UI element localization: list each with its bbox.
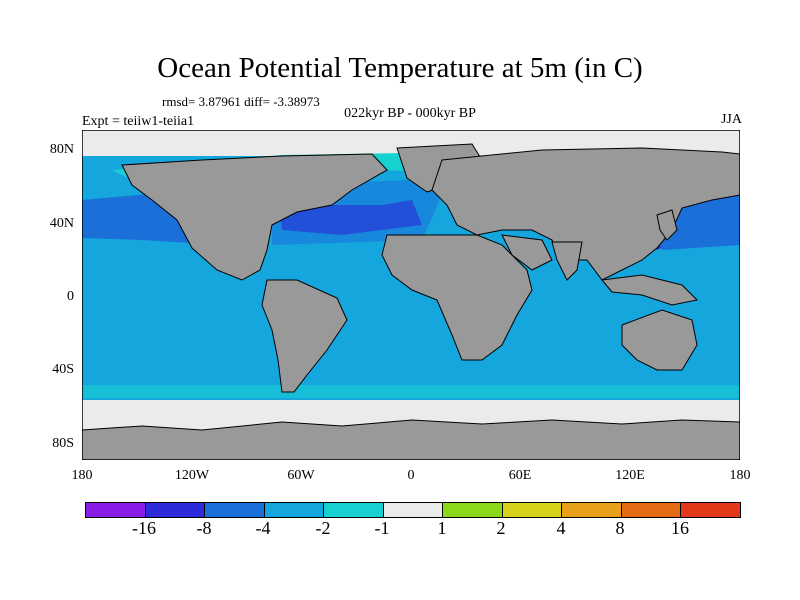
colorbar-label-8: 8 <box>615 518 625 538</box>
season-label: JJA <box>720 112 742 127</box>
lon-label-180w: 180 <box>71 468 93 483</box>
stats-text: rmsd= 3.87961 diff= -3.38973 <box>162 94 320 109</box>
colorbar-segment <box>324 503 384 517</box>
arabia-landmass <box>501 234 553 271</box>
experiment-label: Expt = teiiw1-teiia1 <box>82 114 195 129</box>
colorbar-segment <box>205 503 265 517</box>
chart-title: Ocean Potential Temperature at 5m (in C) <box>157 52 643 84</box>
colorbar-label-n16: -16 <box>132 518 156 538</box>
colorbar-segment <box>621 503 682 517</box>
colorbar <box>85 502 741 518</box>
colorbar-segment <box>443 503 503 517</box>
southern-ocean-light-anomaly <box>82 385 740 398</box>
lat-label-80s: 80S <box>52 436 74 451</box>
north-america-landmass <box>121 153 388 281</box>
period-label: 022kyr BP - 000kyr BP <box>344 106 476 121</box>
south-america-landmass <box>261 279 348 393</box>
colorbar-label-1: 1 <box>437 518 447 538</box>
colorbar-segment <box>383 503 444 517</box>
lon-label-120e: 120E <box>615 468 645 483</box>
colorbar-label-16: 16 <box>671 518 689 538</box>
colorbar-label-n1: -1 <box>374 518 390 538</box>
lon-label-60e: 60E <box>508 468 532 483</box>
lat-label-80n: 80N <box>49 142 74 157</box>
india-landmass <box>551 241 583 281</box>
maritime-continent <box>601 274 699 306</box>
lon-label-60w: 60W <box>287 468 315 483</box>
colorbar-label-2: 2 <box>496 518 506 538</box>
colorbar-label-n4: -4 <box>255 518 271 538</box>
colorbar-segment <box>145 503 206 517</box>
africa-landmass <box>381 234 533 361</box>
lon-label-0: 0 <box>407 468 415 483</box>
japan-landmass <box>656 209 678 241</box>
colorbar-segment <box>562 503 622 517</box>
world-map <box>82 130 740 460</box>
colorbar-label-4: 4 <box>556 518 566 538</box>
lat-label-40n: 40N <box>49 216 74 231</box>
lon-label-180e: 180 <box>729 468 751 483</box>
lat-label-40s: 40S <box>52 362 74 377</box>
colorbar-label-n2: -2 <box>315 518 331 538</box>
colorbar-segment <box>264 503 325 517</box>
australia-landmass <box>621 309 698 371</box>
colorbar-segment <box>681 503 741 517</box>
colorbar-segment <box>502 503 563 517</box>
lon-label-120w: 120W <box>174 468 210 483</box>
eurasia-landmass <box>431 147 740 281</box>
colorbar-segment <box>86 503 146 517</box>
antarctica-landmass <box>82 419 740 460</box>
lat-label-0: 0 <box>67 289 74 304</box>
colorbar-label-n8: -8 <box>196 518 212 538</box>
